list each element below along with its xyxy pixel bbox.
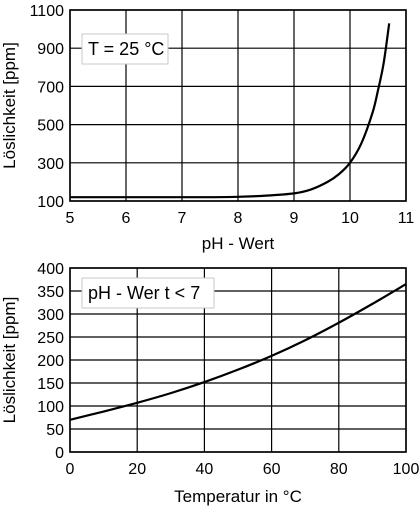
y-tick-label: 1100	[30, 3, 65, 20]
y-tick-label: 0	[55, 445, 64, 462]
y-tick-label: 250	[37, 330, 64, 347]
chart-temperature-solubility: 0 20 40 60 80 100 0 50 100 150 200 250 300 350 400 pH …	[0, 261, 419, 506]
series-line	[69, 283, 407, 421]
annotation-ph: pH - Wer t < 7	[88, 283, 200, 303]
y-tick-label: 100	[37, 399, 64, 416]
y-tick-label: 300	[37, 307, 64, 324]
y-axis-label: Löslichkeit [ppm]	[0, 297, 19, 424]
y-tick-label: 50	[46, 422, 64, 439]
x-tick-label: 10	[341, 210, 359, 227]
y-tick-label: 150	[37, 376, 64, 393]
y-tick-label: 350	[37, 284, 64, 301]
x-tick-label: 0	[66, 461, 75, 478]
annotation-temperature: T = 25 °C	[88, 39, 164, 59]
y-tick-label: 500	[37, 118, 64, 135]
plot-frame	[69, 9, 407, 202]
x-tick-label: 9	[290, 210, 299, 227]
x-tick-label: 6	[122, 210, 131, 227]
x-tick-label: 7	[178, 210, 187, 227]
y-axis-label: Löslichkeit [ppm]	[0, 42, 19, 169]
x-tick-label: 80	[330, 461, 348, 478]
y-tick-label: 300	[37, 156, 64, 173]
y-tick-label: 200	[37, 353, 64, 370]
series-line	[69, 23, 391, 199]
y-tick-label: 400	[37, 261, 64, 278]
x-tick-label: 60	[263, 461, 281, 478]
x-tick-label: 100	[393, 461, 420, 478]
x-tick-label: 5	[66, 210, 75, 227]
x-axis-label: pH - Wert	[202, 234, 275, 253]
x-tick-label: 11	[398, 210, 415, 227]
annotation-box	[81, 33, 169, 65]
x-tick-label: 8	[234, 210, 243, 227]
x-axis-label: Temperatur in °C	[174, 487, 302, 506]
tick-labels: 5 6 7 8 9 10 11 100 300 500 700 900 1100	[30, 3, 415, 227]
plot-frame	[69, 267, 407, 453]
x-tick-label: 20	[128, 461, 146, 478]
annotation-box	[81, 277, 215, 309]
y-tick-label: 700	[37, 79, 64, 96]
x-tick-label: 40	[196, 461, 214, 478]
y-tick-label: 100	[37, 194, 64, 211]
chart-ph-solubility: 5 6 7 8 9 10 11 100 300 500 700 900 1100 T = 25 °C p…	[0, 3, 414, 253]
y-tick-label: 900	[37, 41, 64, 58]
tick-labels: 0 20 40 60 80 100 0 50 100 150 200 250 300 350 400	[37, 261, 419, 478]
